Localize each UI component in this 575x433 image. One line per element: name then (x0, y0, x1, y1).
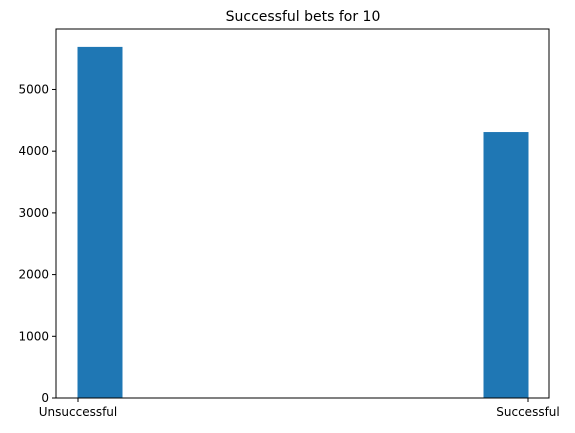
bar-successful (483, 132, 529, 398)
y-tick-label: 0 (41, 391, 49, 405)
y-tick-label: 4000 (18, 144, 49, 158)
axes-frame (55, 28, 550, 399)
y-tick-label: 1000 (18, 329, 49, 343)
plot-area: 0 1000 2000 3000 4000 5000 Unsuccessful Success… (18, 28, 560, 419)
x-tick-label: Unsuccessful (39, 405, 118, 419)
chart-title: Successful bets for 10 (226, 9, 381, 25)
y-tick-label: 2000 (18, 268, 49, 282)
y-tick-label: 3000 (18, 206, 49, 220)
x-tick-label: Successful (496, 405, 559, 419)
y-tick-label: 5000 (18, 82, 49, 96)
bar-unsuccessful (77, 46, 123, 398)
